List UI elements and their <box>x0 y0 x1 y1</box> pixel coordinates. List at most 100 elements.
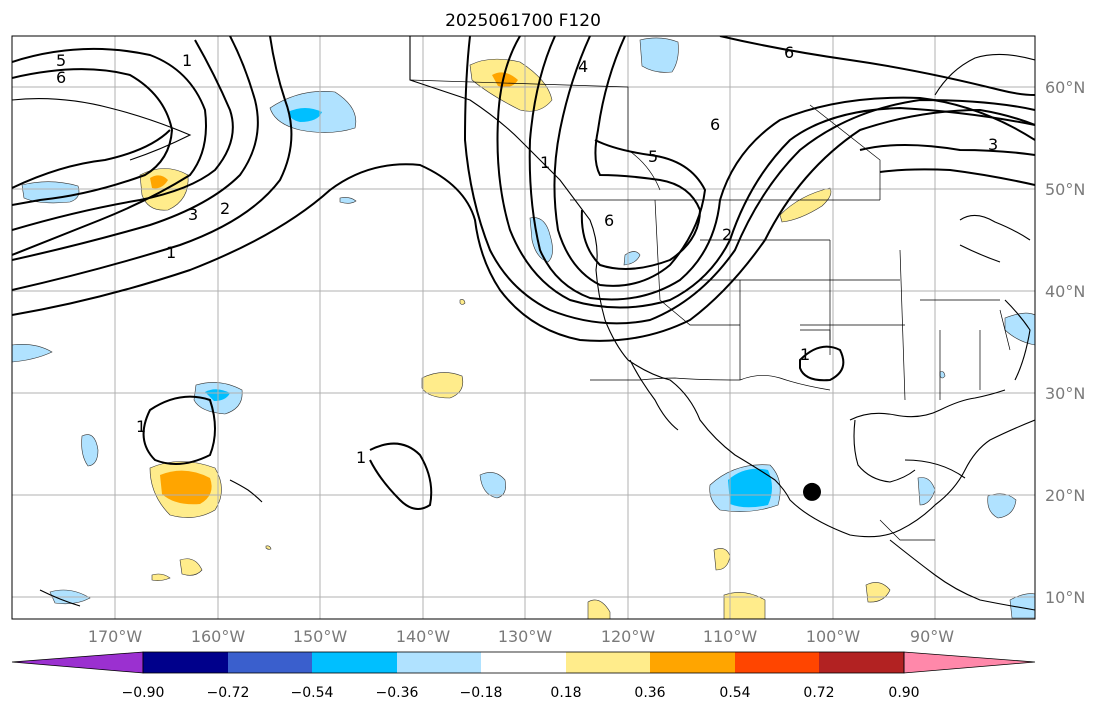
shade-light-blue <box>339 197 357 204</box>
colorbar-segment <box>312 652 397 673</box>
lon-label: 130°W <box>498 627 553 646</box>
colorbar-tick-label: −0.36 <box>376 685 419 701</box>
political-borders <box>409 79 1011 541</box>
contour-label: 1 <box>166 243 176 262</box>
colorbar-segment <box>143 652 228 673</box>
shade-light-blue <box>639 37 679 73</box>
shade-orange <box>160 470 212 505</box>
contour-line <box>369 442 433 510</box>
height-contours <box>12 36 1035 510</box>
shade-light-blue <box>939 371 946 379</box>
shade-yellow <box>779 187 832 223</box>
colorbar-segment <box>228 652 312 673</box>
contour-label: 5 <box>648 147 658 166</box>
colorbar-segment <box>566 652 650 673</box>
contour-line <box>799 345 845 382</box>
contour-label: 2 <box>220 199 230 218</box>
shade-yellow <box>265 545 272 550</box>
contour-label: 3 <box>188 205 198 224</box>
contour-line <box>553 36 707 287</box>
contour-line <box>142 395 216 465</box>
lon-label: 170°W <box>88 627 143 646</box>
colorbar-segment <box>819 652 904 673</box>
lat-label: 60°N <box>1045 78 1085 97</box>
map-panel: 5 6 3 2 1 4 6 5 6 6 3 1 1 1 1 2 1 <box>12 36 1035 619</box>
lat-label: 20°N <box>1045 486 1085 505</box>
shade-yellow <box>587 599 611 619</box>
shade-yellow <box>151 573 171 581</box>
contour-label: 1 <box>800 345 810 364</box>
colorbar-segment <box>735 652 819 673</box>
contour-line <box>859 144 1035 156</box>
shade-light-blue <box>1004 312 1035 346</box>
colorbar-tick-label: −0.72 <box>207 685 250 701</box>
lon-label: 150°W <box>293 627 348 646</box>
lon-label: 110°W <box>703 627 758 646</box>
contour-line <box>580 36 702 270</box>
shade-yellow <box>421 372 464 399</box>
colorbar-segment <box>650 652 735 673</box>
contour-line <box>12 68 174 206</box>
filled-circle-marker-icon <box>803 482 821 501</box>
contour-line <box>12 129 171 189</box>
contour-line <box>12 36 259 261</box>
contour-label: 6 <box>710 115 720 134</box>
contour-label: 1 <box>182 51 192 70</box>
lon-label: 100°W <box>806 627 861 646</box>
shade-light-blue <box>987 493 1017 519</box>
colorbar-tick-label: −0.54 <box>291 685 334 701</box>
lon-label: 90°W <box>910 627 954 646</box>
colorbar-right-extension <box>903 651 1036 674</box>
contour-label: 1 <box>540 153 550 172</box>
contour-labels: 5 6 3 2 1 4 6 5 6 6 3 1 1 1 1 2 1 <box>56 43 998 467</box>
shade-light-blue <box>12 344 53 363</box>
shade-yellow <box>459 299 466 305</box>
lat-lon-grid <box>12 36 1035 619</box>
colorbar-tick-label: 0.54 <box>719 685 750 701</box>
coastlines <box>12 36 1035 611</box>
contour-line <box>12 36 293 291</box>
colorbar-left-extension <box>11 651 144 674</box>
colorbar-tick-label: 0.72 <box>803 685 834 701</box>
contour-line <box>12 47 207 256</box>
latitude-labels: 60°N 50°N 40°N 30°N 20°N 10°N <box>1045 78 1085 607</box>
contour-label: 6 <box>784 43 794 62</box>
lon-label: 140°W <box>396 627 451 646</box>
contour-line <box>719 36 1035 96</box>
contour-label: 5 <box>56 51 66 70</box>
colorbar-tick-label: −0.18 <box>460 685 503 701</box>
shade-light-blue <box>479 472 506 499</box>
lat-label: 10°N <box>1045 588 1085 607</box>
longitude-labels: 170°W 160°W 150°W 140°W 130°W 120°W 110°… <box>88 627 954 646</box>
contour-line <box>12 108 1035 342</box>
shade-light-blue <box>1009 593 1035 619</box>
contour-line <box>12 39 234 231</box>
colorbar-frame <box>142 651 905 674</box>
lat-label: 30°N <box>1045 384 1085 403</box>
lon-label: 160°W <box>191 627 246 646</box>
lon-label: 120°W <box>601 627 656 646</box>
shade-light-blue <box>81 434 99 467</box>
contour-label: 2 <box>722 225 732 244</box>
contour-label: 6 <box>604 211 614 230</box>
colorbar-segment <box>481 652 566 673</box>
contour-label: 1 <box>136 417 146 436</box>
contour-label: 6 <box>56 68 66 87</box>
shade-deep-blue <box>728 468 772 508</box>
lat-label: 50°N <box>1045 180 1085 199</box>
contour-line <box>463 36 1035 325</box>
contour-label: 1 <box>356 448 366 467</box>
lat-label: 40°N <box>1045 282 1085 301</box>
colorbar-tick-label: 0.18 <box>550 685 581 701</box>
shade-yellow <box>179 558 203 576</box>
shade-orange <box>150 175 168 189</box>
contour-line <box>496 36 1035 309</box>
contour-line <box>528 36 1035 301</box>
colorbar-segment <box>397 652 481 673</box>
contour-label: 3 <box>988 135 998 154</box>
shade-deep-blue <box>288 108 322 122</box>
colorbar-tick-label: 0.36 <box>634 685 665 701</box>
colorbar: −0.90 −0.72 −0.54 −0.36 −0.18 0.18 0.36 … <box>11 651 1036 701</box>
contour-line <box>879 168 1035 186</box>
